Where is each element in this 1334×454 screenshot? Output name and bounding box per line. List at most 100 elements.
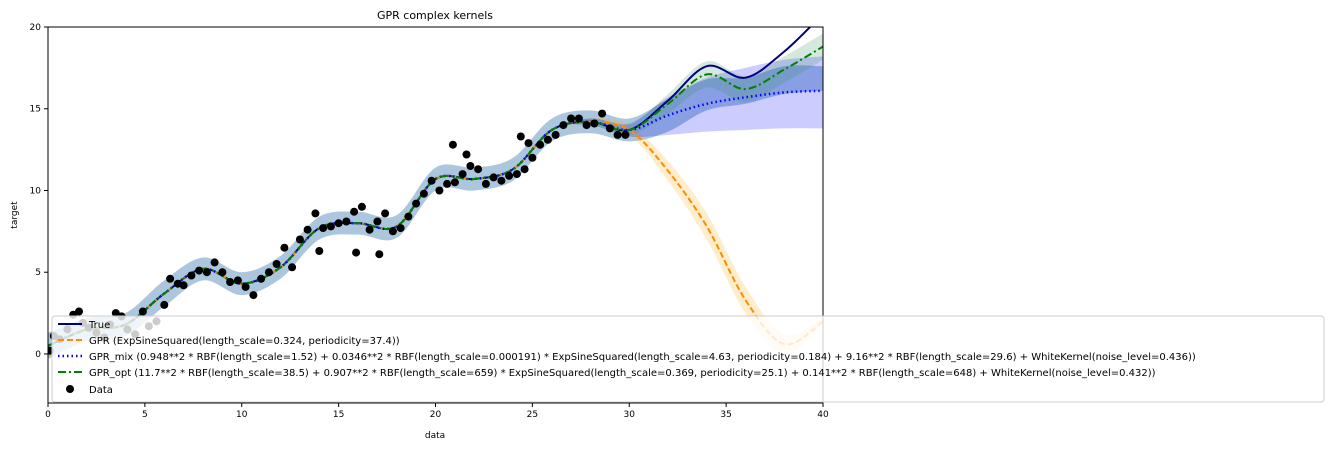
y-tick-label: 15 [30,105,41,115]
data-point [381,209,390,218]
data-points [48,109,630,355]
y-tick-label: 20 [30,23,42,33]
data-point [166,274,175,283]
data-point [264,268,273,277]
data-point [543,135,552,144]
data-point [315,247,324,255]
data-point [373,217,382,226]
data-point [559,121,568,130]
data-point [512,170,521,179]
y-tick-label: 10 [30,186,42,196]
data-point [295,235,304,244]
data-point [458,170,467,179]
legend-label-gpr: GPR (ExpSineSquared(length_scale=0.324, … [89,336,400,347]
legend-swatch-data [66,385,74,393]
data-point [481,179,490,188]
data-point [218,268,227,277]
legend-label-gpr-mix: GPR_mix (0.948**2 * RBF(length_scale=1.5… [89,352,1196,363]
data-point [621,130,630,139]
data-point [613,130,622,139]
y-tick-label: 5 [35,268,41,278]
data-point [567,114,576,123]
data-point [505,171,514,180]
y-axis-label: target [10,201,20,229]
band-true-area [48,65,823,359]
data-point [138,307,147,316]
data-point [590,119,599,128]
y-axis-ticks: 0 5 10 15 20 [30,23,48,360]
data-point [497,176,506,185]
data-point [210,258,219,267]
data-point [582,121,591,130]
data-point [303,225,312,234]
data-point [466,162,475,170]
x-tick-label: 20 [430,410,442,420]
data-point [536,140,545,149]
x-tick-label: 10 [236,410,248,420]
data-point [179,281,188,290]
data-point [226,278,235,286]
data-point [249,291,258,300]
data-point [342,217,351,226]
data-point [233,276,242,285]
data-point [516,132,525,141]
x-axis-ticks: 0 5 10 15 20 25 30 35 40 [45,403,829,420]
band-gpr-mix-area [48,56,823,346]
data-point [365,225,374,234]
y-tick-label: 0 [35,350,41,360]
data-point [598,109,607,118]
data-point [111,309,120,318]
data-point [350,207,359,216]
data-point [462,150,471,159]
data-point [435,186,444,195]
data-point [257,274,266,283]
x-axis-label: data [425,431,445,441]
line-gpr-mix [48,89,823,347]
data-point [241,282,250,291]
legend-label-true: True [88,320,110,331]
data-point [352,248,361,257]
data-point [443,179,452,188]
legend-box [51,315,1325,403]
data-point [388,227,397,236]
data-point [187,271,196,280]
data-point [334,219,343,228]
data-point [195,266,204,275]
legend: True GPR (ExpSineSquared(length_scale=0.… [51,315,1325,403]
legend-label-gpr-opt: GPR_opt (11.7**2 * RBF(length_scale=38.5… [89,368,1156,379]
data-point [404,212,413,221]
data-point [450,178,459,187]
data-point [357,202,366,211]
data-point [474,165,483,174]
x-tick-label: 35 [720,410,731,420]
x-tick-label: 5 [142,410,148,420]
data-point [412,199,421,208]
x-tick-label: 30 [624,410,636,420]
chart-title: GPR complex kernels [377,9,493,22]
data-point [427,176,436,185]
data-point [288,263,297,272]
data-point [520,165,529,174]
x-tick-label: 0 [45,410,51,420]
x-tick-label: 15 [333,410,344,420]
legend-label-data: Data [89,385,113,396]
data-point [375,250,384,259]
data-point [419,189,428,198]
data-point [319,224,328,233]
data-point [551,130,560,139]
x-tick-label: 25 [527,410,538,420]
x-tick-label: 40 [817,410,829,420]
data-point [280,243,289,252]
data-point [448,140,457,149]
data-point [489,173,498,182]
data-point [326,222,335,231]
confidence-bands [48,33,823,359]
data-point [528,153,537,162]
data-point [311,209,320,218]
data-point [272,260,281,268]
data-point [605,124,614,133]
data-point [396,224,405,233]
data-point [75,307,83,316]
